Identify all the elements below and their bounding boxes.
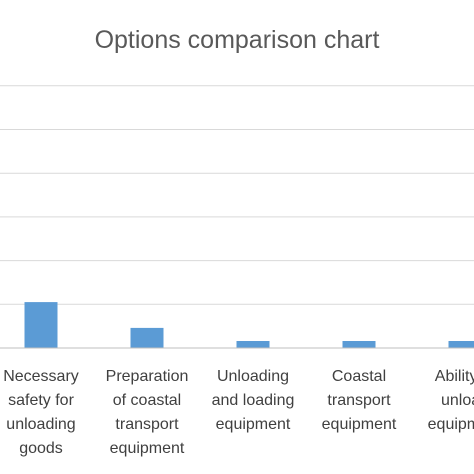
category-label-line: Preparation bbox=[106, 368, 189, 385]
chart-title: Options comparison chart bbox=[95, 26, 380, 54]
category-label-line: unload bbox=[441, 392, 474, 409]
category-label-line: of coastal bbox=[113, 392, 181, 409]
category-label-5: Ability to unload equipment bbox=[428, 368, 474, 433]
category-label-line: equipment bbox=[322, 416, 397, 433]
category-labels: Necessary safety for unloading goods Prepara… bbox=[3, 368, 474, 457]
category-label-line: safety for bbox=[8, 392, 74, 409]
category-label-line: equipment bbox=[110, 440, 185, 457]
bar-5 bbox=[448, 341, 474, 348]
category-label-line: goods bbox=[19, 440, 63, 457]
category-label-line: Unloading bbox=[217, 368, 289, 385]
category-label-line: and loading bbox=[212, 392, 295, 409]
bar-1 bbox=[24, 302, 58, 348]
category-label-line: Coastal bbox=[332, 368, 386, 385]
category-label-line: equipment bbox=[428, 416, 474, 433]
category-label-2: Preparation of coastal transport equipment bbox=[106, 368, 189, 457]
bar-2 bbox=[130, 327, 164, 348]
bar-3 bbox=[236, 341, 270, 348]
category-label-3: Unloading and loading equipment bbox=[212, 368, 295, 433]
category-label-line: equipment bbox=[216, 416, 291, 433]
gridlines bbox=[0, 85, 474, 305]
category-label-line: transport bbox=[115, 416, 179, 433]
category-label-4: Coastal transport equipment bbox=[322, 368, 397, 433]
category-label-1: Necessary safety for unloading goods bbox=[3, 368, 79, 457]
bars bbox=[24, 302, 474, 348]
category-label-line: Necessary bbox=[3, 368, 79, 385]
category-label-line: unloading bbox=[6, 416, 75, 433]
category-label-line: Ability to bbox=[435, 368, 474, 385]
bar-4 bbox=[342, 341, 376, 348]
category-label-line: transport bbox=[327, 392, 391, 409]
